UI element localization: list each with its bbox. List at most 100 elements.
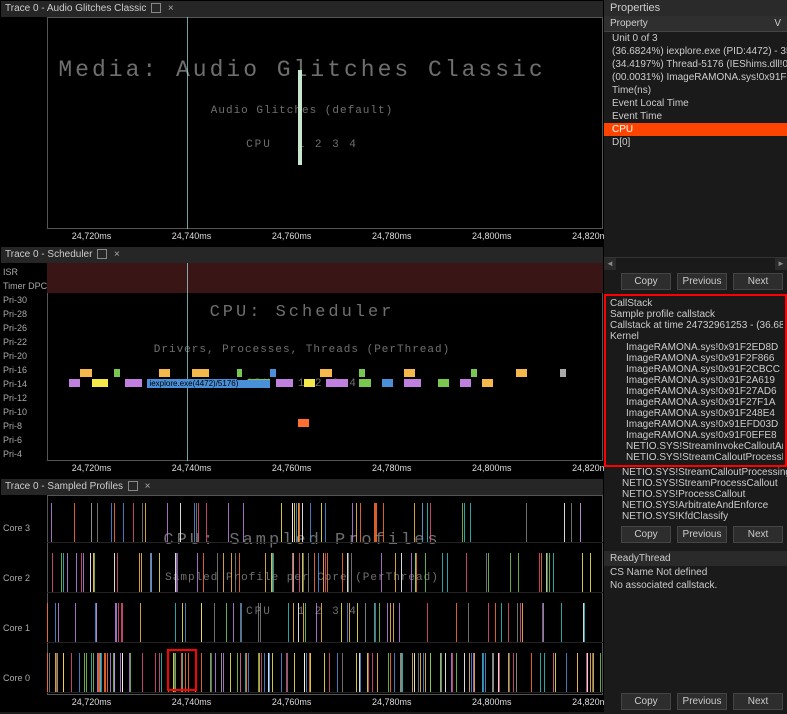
scheduler-row <box>47 419 603 427</box>
core-lane <box>47 653 603 693</box>
restore-icon[interactable] <box>128 481 138 491</box>
callstack-entry[interactable]: ImageRAMONA.sys!0x91F248E4 <box>608 408 783 419</box>
sampled-chart-area[interactable]: Core 3Core 2Core 1Core 0 CPU: Sampled Pr… <box>1 495 603 711</box>
button-row-3: Copy Previous Next <box>604 689 787 714</box>
property-row[interactable]: (00.0031%) ImageRAMONA.sys!0x91F2ED8D <box>604 71 787 84</box>
previous-button[interactable]: Previous <box>677 526 727 543</box>
property-row[interactable]: D[0] <box>604 136 787 149</box>
sampled-profiles-panel: Trace 0 - Sampled Profiles × Core 3Core … <box>0 478 604 712</box>
x-tick-label: 24,800ms <box>472 463 512 473</box>
y-label: Pri-6 <box>3 435 22 445</box>
glitch-bar <box>298 70 302 165</box>
close-icon[interactable]: × <box>168 1 174 17</box>
callstack-entry[interactable]: NETIO.SYS!StreamInvokeCalloutAndNormaliz… <box>608 441 783 452</box>
copy-button[interactable]: Copy <box>621 526 671 543</box>
panel-header[interactable]: Trace 0 - Scheduler × <box>1 247 603 263</box>
property-row[interactable]: Unit 0 of 3 <box>604 32 787 45</box>
property-row[interactable]: Time(ns) <box>604 84 787 97</box>
core-lane <box>47 603 603 643</box>
y-axis-labels: Core 3Core 2Core 1Core 0 <box>1 495 47 695</box>
selection-box[interactable] <box>167 649 197 691</box>
panel-title: Trace 0 - Audio Glitches Classic <box>5 3 146 14</box>
copy-button[interactable]: Copy <box>621 273 671 290</box>
property-row[interactable]: (36.6824%) iexplore.exe (PID:4472) - 352… <box>604 45 787 58</box>
callstack-entry[interactable]: NETIO.SYS!ProcessCallout <box>604 489 787 500</box>
callstack-entry[interactable]: NETIO.SYS!StreamCalloutProcessData <box>608 452 783 463</box>
y-label: Pri-20 <box>3 351 27 361</box>
y-label: Pri-12 <box>3 393 27 403</box>
previous-button[interactable]: Previous <box>677 693 727 710</box>
close-icon[interactable]: × <box>114 247 120 263</box>
restore-icon[interactable] <box>151 3 161 13</box>
property-row[interactable]: (34.4197%) Thread-5176 (IEShims.dll!0x72… <box>604 58 787 71</box>
callstack-entry[interactable]: NETIO.SYS!StreamProcessCallout <box>604 478 787 489</box>
y-label: Pri-16 <box>3 365 27 375</box>
next-button[interactable]: Next <box>733 693 783 710</box>
col-property[interactable]: Property <box>604 16 768 31</box>
property-row[interactable]: Event Time <box>604 110 787 123</box>
x-tick-label: 24,760ms <box>272 697 312 707</box>
y-label: Timer DPC <box>3 281 47 291</box>
y-label: ISR <box>3 267 18 277</box>
isr-band <box>47 263 603 293</box>
copy-button[interactable]: Copy <box>621 693 671 710</box>
time-cursor[interactable] <box>187 263 188 461</box>
panel-header[interactable]: Trace 0 - Audio Glitches Classic × <box>1 1 603 17</box>
x-tick-label: 24,780ms <box>372 463 412 473</box>
close-icon[interactable]: × <box>145 479 151 495</box>
y-label: Pri-28 <box>3 309 27 319</box>
core-lane <box>47 553 603 593</box>
scroll-left-icon[interactable]: ◄ <box>604 258 616 270</box>
next-button[interactable]: Next <box>733 526 783 543</box>
x-tick-label: 24,720ms <box>72 231 112 241</box>
callstack-kernel: Kernel <box>608 331 783 342</box>
callstack-entry[interactable]: ImageRAMONA.sys!0x91F2ED8D <box>608 342 783 353</box>
y-label: Pri-30 <box>3 295 27 305</box>
properties-list: Unit 0 of 3(36.6824%) iexplore.exe (PID:… <box>604 32 787 149</box>
previous-button[interactable]: Previous <box>677 273 727 290</box>
properties-header: Properties <box>604 0 787 16</box>
scheduler-row <box>47 379 603 387</box>
x-tick-label: 24,740ms <box>172 697 212 707</box>
panel-header[interactable]: Trace 0 - Sampled Profiles × <box>1 479 603 495</box>
x-axis: 24,720ms24,740ms24,760ms24,780ms24,800ms… <box>47 229 603 245</box>
property-row[interactable]: Event Local Time <box>604 97 787 110</box>
callstack-entry[interactable]: ImageRAMONA.sys!0x91F0EFE8 <box>608 430 783 441</box>
button-row-1: Copy Previous Next <box>604 269 787 294</box>
x-axis: 24,720ms24,740ms24,760ms24,780ms24,800ms… <box>47 461 603 477</box>
col-value[interactable]: V <box>768 16 787 31</box>
panel-title: Trace 0 - Scheduler <box>5 249 92 260</box>
thread-segment-label[interactable]: iexplore.exe(4472)/5176) <box>147 380 270 388</box>
time-cursor[interactable] <box>187 17 188 229</box>
x-tick-label: 24,720ms <box>72 463 112 473</box>
callstack-entry[interactable]: NETIO.SYS!KfdClassify <box>604 511 787 522</box>
h-scrollbar[interactable]: ◄ ► <box>604 257 787 269</box>
x-tick-label: 24,740ms <box>172 463 212 473</box>
callstack-entry[interactable]: NETIO.SYS!ArbitrateAndEnforce <box>604 500 787 511</box>
x-tick-label: 24,800ms <box>472 231 512 241</box>
next-button[interactable]: Next <box>733 273 783 290</box>
callstack-entry[interactable]: ImageRAMONA.sys!0x91F2A619 <box>608 375 783 386</box>
callstack-entry[interactable]: ImageRAMONA.sys!0x91EFD03D <box>608 419 783 430</box>
callstack-entry[interactable]: ImageRAMONA.sys!0x91F2F866 <box>608 353 783 364</box>
x-tick-label: 24,780ms <box>372 697 412 707</box>
y-label: Pri-22 <box>3 337 27 347</box>
scheduler-chart-area[interactable]: ISRTimer DPCPri-30Pri-28Pri-26Pri-22Pri-… <box>1 263 603 477</box>
scheduler-row <box>47 369 603 377</box>
callstack-entry[interactable]: NETIO.SYS!StreamCalloutProcessingLoop <box>604 467 787 478</box>
callstack-entry[interactable]: ImageRAMONA.sys!0x91F27F1A <box>608 397 783 408</box>
y-label: Core 1 <box>3 623 30 633</box>
restore-icon[interactable] <box>97 249 107 259</box>
readythread-line1: CS Name Not defined <box>604 566 787 579</box>
property-row[interactable]: CPU <box>604 123 787 136</box>
callstack-entry[interactable]: ImageRAMONA.sys!0x91F2CBCC <box>608 364 783 375</box>
button-row-2: Copy Previous Next <box>604 522 787 547</box>
scroll-right-icon[interactable]: ► <box>775 258 787 270</box>
right-sidebar: Properties Property V Unit 0 of 3(36.682… <box>604 0 787 714</box>
y-label: Pri-8 <box>3 421 22 431</box>
x-tick-label: 24,740ms <box>172 231 212 241</box>
audio-chart-area[interactable]: Media: Audio Glitches Classic Audio Glit… <box>1 17 603 245</box>
y-label: Pri-10 <box>3 407 27 417</box>
callstack-entry[interactable]: ImageRAMONA.sys!0x91F27AD6 <box>608 386 783 397</box>
x-tick-label: 24,760ms <box>272 231 312 241</box>
